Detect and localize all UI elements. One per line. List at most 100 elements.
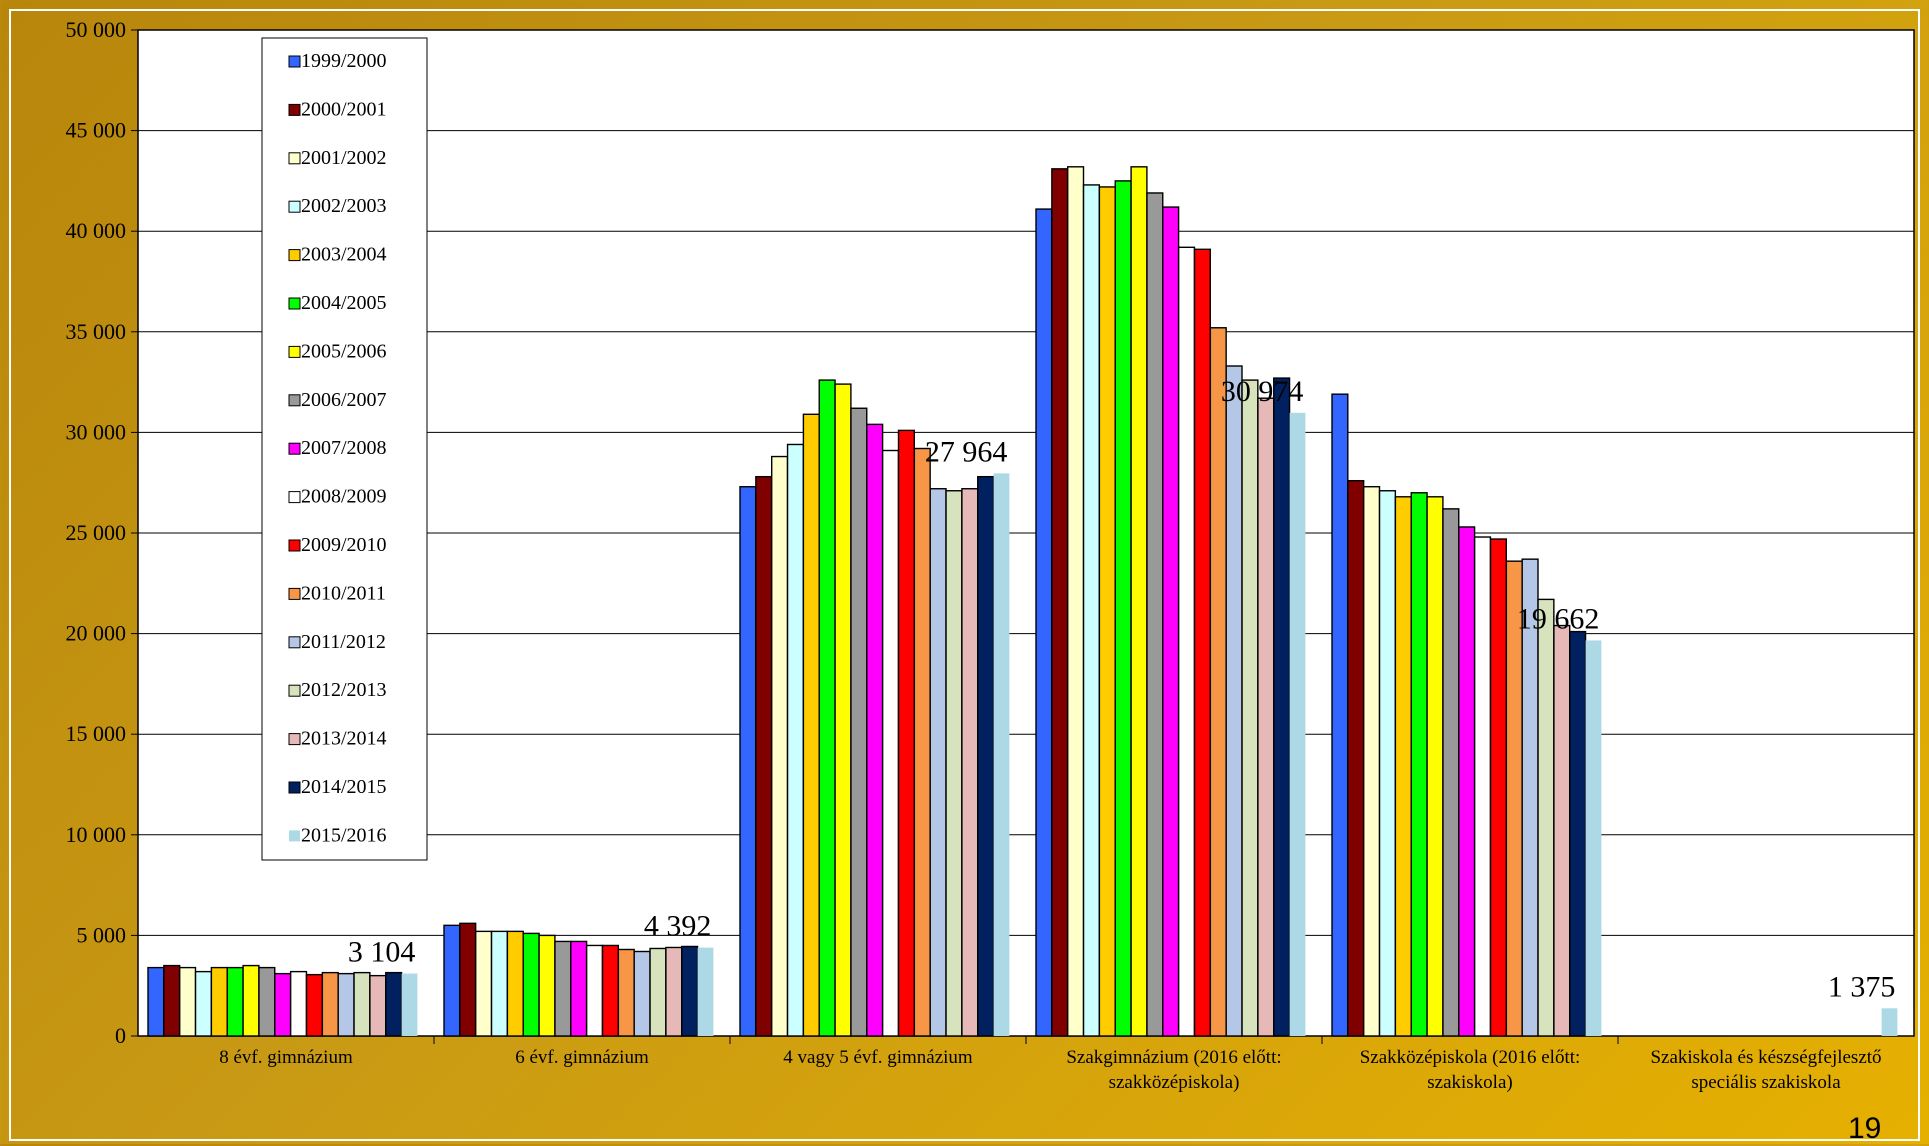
bar xyxy=(1257,397,1275,1037)
legend-label: 2004/2005 xyxy=(301,292,387,314)
data-label: 27 964 xyxy=(925,435,1008,468)
legend-swatch xyxy=(288,636,301,649)
data-label: 1 375 xyxy=(1828,970,1896,1003)
legend-label: 2007/2008 xyxy=(301,437,387,459)
y-tick-label: 30 000 xyxy=(66,419,127,444)
bar xyxy=(1209,327,1227,1037)
bar xyxy=(771,455,789,1037)
bar xyxy=(802,413,820,1037)
bar xyxy=(739,486,757,1037)
category-label: 8 évf. gimnázium xyxy=(219,1047,353,1068)
legend: 1999/2000 2000/2001 2001/2002 2002/2003 2003… xyxy=(261,37,428,861)
bar xyxy=(1273,377,1291,1037)
bar xyxy=(1410,492,1428,1037)
category-label: 4 vagy 5 évf. gimnázium xyxy=(783,1047,973,1068)
bar xyxy=(554,940,572,1037)
bar xyxy=(1193,248,1212,1037)
legend-swatch xyxy=(288,733,301,746)
y-axis-ticks: 0 5 000 10 000 15 000 20 000 25 000 30 000 35 0… xyxy=(66,17,138,1048)
bar xyxy=(321,971,339,1037)
bar xyxy=(1098,186,1116,1037)
bar xyxy=(1362,486,1381,1037)
bar xyxy=(929,488,947,1037)
y-tick-label: 45 000 xyxy=(66,118,127,143)
bar xyxy=(289,970,308,1037)
bar xyxy=(1378,490,1397,1037)
legend-label: 2008/2009 xyxy=(301,486,387,508)
bar xyxy=(1553,624,1571,1037)
bar xyxy=(475,930,493,1037)
gridlines xyxy=(138,130,1914,936)
bar xyxy=(1537,598,1555,1037)
legend-label: 2003/2004 xyxy=(301,244,387,266)
y-tick-label: 25 000 xyxy=(66,520,127,545)
legend-swatch xyxy=(288,587,301,600)
slide-inner-frame xyxy=(9,9,1920,1141)
bar xyxy=(1162,206,1180,1037)
bar xyxy=(522,932,540,1037)
bar xyxy=(1082,184,1101,1037)
bar xyxy=(1331,393,1349,1037)
bar xyxy=(1146,192,1164,1037)
legend-swatch xyxy=(288,103,301,116)
data-label: 3 104 xyxy=(348,936,416,969)
legend-swatch xyxy=(288,345,301,358)
legend-label: 2015/2016 xyxy=(301,824,387,846)
bar xyxy=(786,443,805,1037)
bar xyxy=(459,922,477,1037)
legend-label: 2006/2007 xyxy=(301,389,387,411)
bar xyxy=(1881,1008,1898,1036)
bar xyxy=(226,966,244,1037)
data-label: 4 392 xyxy=(644,910,712,943)
bar xyxy=(866,423,884,1037)
bar xyxy=(681,945,699,1037)
y-tick-label: 20 000 xyxy=(66,621,127,646)
data-labels: 3 104 4 392 27 964 30 974 19 662 1 375 xyxy=(348,375,1896,1004)
legend-swatch xyxy=(288,684,301,697)
bar xyxy=(194,970,213,1037)
legend-swatch xyxy=(288,55,301,68)
y-tick-label: 40 000 xyxy=(66,218,127,243)
legend-swatch xyxy=(288,491,301,504)
bar xyxy=(1241,379,1259,1037)
bar xyxy=(1394,496,1412,1037)
bar xyxy=(1473,536,1492,1037)
legend-swatch xyxy=(288,297,301,310)
y-tick-label: 10 000 xyxy=(66,822,127,847)
legend-swatch xyxy=(288,781,301,794)
bar xyxy=(1114,180,1132,1037)
bar xyxy=(1051,168,1069,1037)
data-label: 30 974 xyxy=(1221,375,1304,408)
y-tick-label: 35 000 xyxy=(66,319,127,344)
bar xyxy=(601,944,620,1037)
legend-label: 2001/2002 xyxy=(301,147,387,169)
bar xyxy=(617,948,635,1037)
bar xyxy=(538,934,556,1037)
bar xyxy=(1177,246,1196,1037)
bar xyxy=(305,973,324,1037)
legend-label: 1999/2000 xyxy=(301,50,387,72)
legend-swatch xyxy=(288,200,301,213)
bar xyxy=(274,972,292,1037)
bar xyxy=(369,974,387,1037)
legend-label: 2012/2013 xyxy=(301,679,387,701)
bar xyxy=(570,940,588,1037)
data-label: 19 662 xyxy=(1517,602,1600,635)
bar xyxy=(401,973,418,1036)
bar xyxy=(1347,479,1365,1037)
bar xyxy=(1130,166,1148,1037)
legend-label: 2011/2012 xyxy=(301,631,386,653)
bar xyxy=(1225,365,1243,1037)
legend-swatch xyxy=(288,249,301,262)
bar xyxy=(1289,412,1306,1037)
bar xyxy=(506,930,524,1037)
bar xyxy=(977,475,995,1037)
bar xyxy=(1569,630,1587,1037)
bar xyxy=(258,966,276,1037)
bar xyxy=(834,383,852,1037)
bar xyxy=(897,429,916,1037)
legend-label: 2005/2006 xyxy=(301,340,387,362)
bar xyxy=(1458,526,1476,1037)
y-tick-label: 50 000 xyxy=(66,17,127,42)
bar xyxy=(881,449,900,1037)
